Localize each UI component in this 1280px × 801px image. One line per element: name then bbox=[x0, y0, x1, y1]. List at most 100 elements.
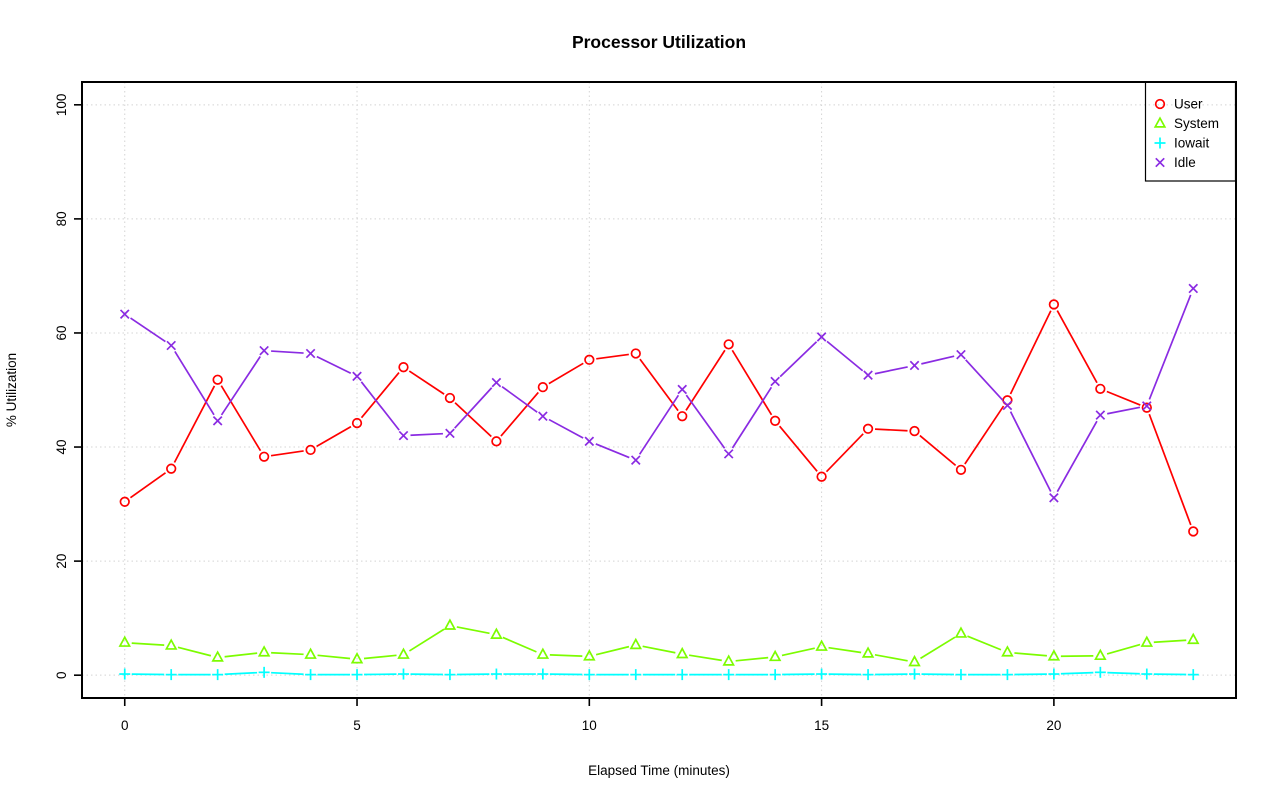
series-line-segment bbox=[173, 385, 216, 463]
series-line-segment bbox=[965, 359, 1004, 401]
data-point-marker-triangle bbox=[583, 649, 596, 661]
series-line-segment bbox=[1009, 411, 1052, 492]
data-point-marker-triangle bbox=[675, 646, 689, 659]
series-line-segment bbox=[548, 418, 584, 439]
data-point-marker-circle bbox=[1154, 98, 1166, 110]
series-line-segment bbox=[501, 386, 538, 413]
data-point-marker-circle bbox=[1188, 526, 1199, 537]
legend-entry-user: User bbox=[1154, 97, 1203, 112]
series-line-segment bbox=[271, 350, 304, 354]
series-line-segment bbox=[224, 671, 258, 676]
data-point-marker-circle bbox=[909, 425, 920, 437]
series-line-segment bbox=[874, 366, 908, 375]
series-line-segment bbox=[1009, 310, 1052, 395]
data-point-marker-x bbox=[584, 436, 595, 447]
data-point-marker-x bbox=[1155, 157, 1165, 168]
data-point-marker-triangle bbox=[350, 652, 364, 664]
data-point-marker-triangle bbox=[257, 645, 271, 657]
series-line-segment bbox=[316, 425, 352, 448]
data-point-marker-triangle bbox=[1047, 649, 1061, 661]
series-line-segment bbox=[363, 654, 397, 660]
data-point-marker-circle bbox=[955, 464, 967, 476]
series-line-segment bbox=[220, 385, 262, 452]
data-point-marker-x bbox=[723, 449, 734, 459]
legend-label: Idle bbox=[1174, 155, 1196, 170]
data-point-marker-circle bbox=[769, 415, 781, 426]
series-line-segment bbox=[778, 425, 818, 472]
data-point-marker-circle bbox=[723, 339, 734, 350]
series-line-segment bbox=[317, 654, 351, 660]
series-line-segment bbox=[1056, 420, 1098, 493]
series-line-segment bbox=[779, 341, 818, 378]
data-point-marker-triangle bbox=[722, 654, 735, 666]
legend-entry-system: System bbox=[1153, 116, 1219, 131]
series-line-segment bbox=[596, 353, 629, 360]
series-line-segment bbox=[1148, 413, 1192, 526]
data-point-marker-circle bbox=[630, 348, 641, 359]
y-axis-tick-label: 0 bbox=[54, 671, 69, 679]
series-line-segment bbox=[828, 646, 862, 654]
x-axis-tick-label: 5 bbox=[353, 718, 361, 733]
data-point-marker-triangle bbox=[1001, 645, 1014, 657]
series-line-segment bbox=[1106, 643, 1141, 655]
series-line-segment bbox=[454, 402, 492, 438]
data-point-marker-triangle bbox=[954, 626, 968, 638]
series-line-segment bbox=[595, 645, 630, 656]
series-line-segment bbox=[456, 626, 490, 635]
series-line-segment bbox=[129, 472, 166, 499]
series-line-segment bbox=[825, 433, 864, 473]
series-line-segment bbox=[964, 405, 1005, 465]
data-point-marker-triangle bbox=[536, 647, 550, 659]
data-point-marker-x bbox=[166, 340, 176, 351]
data-point-marker-x bbox=[816, 332, 827, 342]
y-axis-tick-label: 40 bbox=[54, 440, 69, 455]
data-point-marker-x bbox=[538, 411, 548, 422]
y-axis-tick-label: 20 bbox=[54, 554, 69, 569]
series-line-segment bbox=[731, 386, 773, 449]
data-point-marker-x bbox=[1142, 401, 1152, 411]
data-point-marker-triangle bbox=[443, 618, 457, 630]
data-point-marker-x bbox=[1002, 400, 1013, 411]
data-point-marker-x bbox=[1095, 410, 1106, 420]
series-layer bbox=[118, 283, 1200, 681]
data-point-marker-triangle bbox=[118, 635, 131, 647]
plot-border bbox=[81, 81, 1237, 699]
data-point-marker-x bbox=[770, 376, 780, 387]
series-line-segment bbox=[875, 428, 908, 432]
axis-layer: 0 5 10 15 20 0 20 40 60 80 100 bbox=[54, 81, 1237, 733]
series-line-segment bbox=[1106, 390, 1141, 406]
series-line-segment bbox=[131, 642, 165, 646]
data-point-marker-x bbox=[677, 384, 688, 395]
data-point-marker-x bbox=[212, 415, 223, 426]
series-line-segment bbox=[454, 387, 493, 429]
data-point-marker-triangle bbox=[211, 650, 224, 662]
data-point-marker-circle bbox=[119, 496, 130, 507]
data-point-marker-triangle bbox=[1187, 632, 1200, 645]
series-line-segment bbox=[502, 636, 537, 653]
series-line-segment bbox=[638, 394, 680, 455]
x-axis-label: Elapsed Time (minutes) bbox=[588, 763, 730, 778]
data-point-marker-triangle bbox=[397, 647, 410, 659]
data-point-marker-x bbox=[352, 371, 362, 382]
series-line-segment bbox=[548, 362, 584, 385]
series-line-segment bbox=[220, 356, 261, 416]
series-line-segment bbox=[271, 671, 304, 676]
legend-label: User bbox=[1174, 97, 1203, 112]
y-axis-tick-label: 100 bbox=[54, 94, 69, 117]
data-point-marker-circle bbox=[351, 417, 363, 429]
series-line-segment bbox=[1014, 652, 1047, 657]
data-point-marker-x bbox=[491, 377, 502, 388]
data-point-marker-triangle bbox=[861, 646, 875, 658]
data-point-marker-triangle bbox=[815, 639, 828, 651]
data-point-marker-x bbox=[398, 430, 409, 441]
x-axis-tick-label: 10 bbox=[582, 718, 597, 733]
series-line-segment bbox=[967, 635, 1002, 651]
y-axis-tick-label: 80 bbox=[54, 211, 69, 226]
series-line-segment bbox=[920, 636, 956, 660]
chart-title: Processor Utilization bbox=[572, 32, 746, 52]
data-point-marker-triangle bbox=[164, 638, 178, 650]
data-point-marker-triangle bbox=[1094, 648, 1107, 661]
series-line-segment bbox=[410, 432, 443, 437]
series-line-segment bbox=[549, 654, 583, 657]
